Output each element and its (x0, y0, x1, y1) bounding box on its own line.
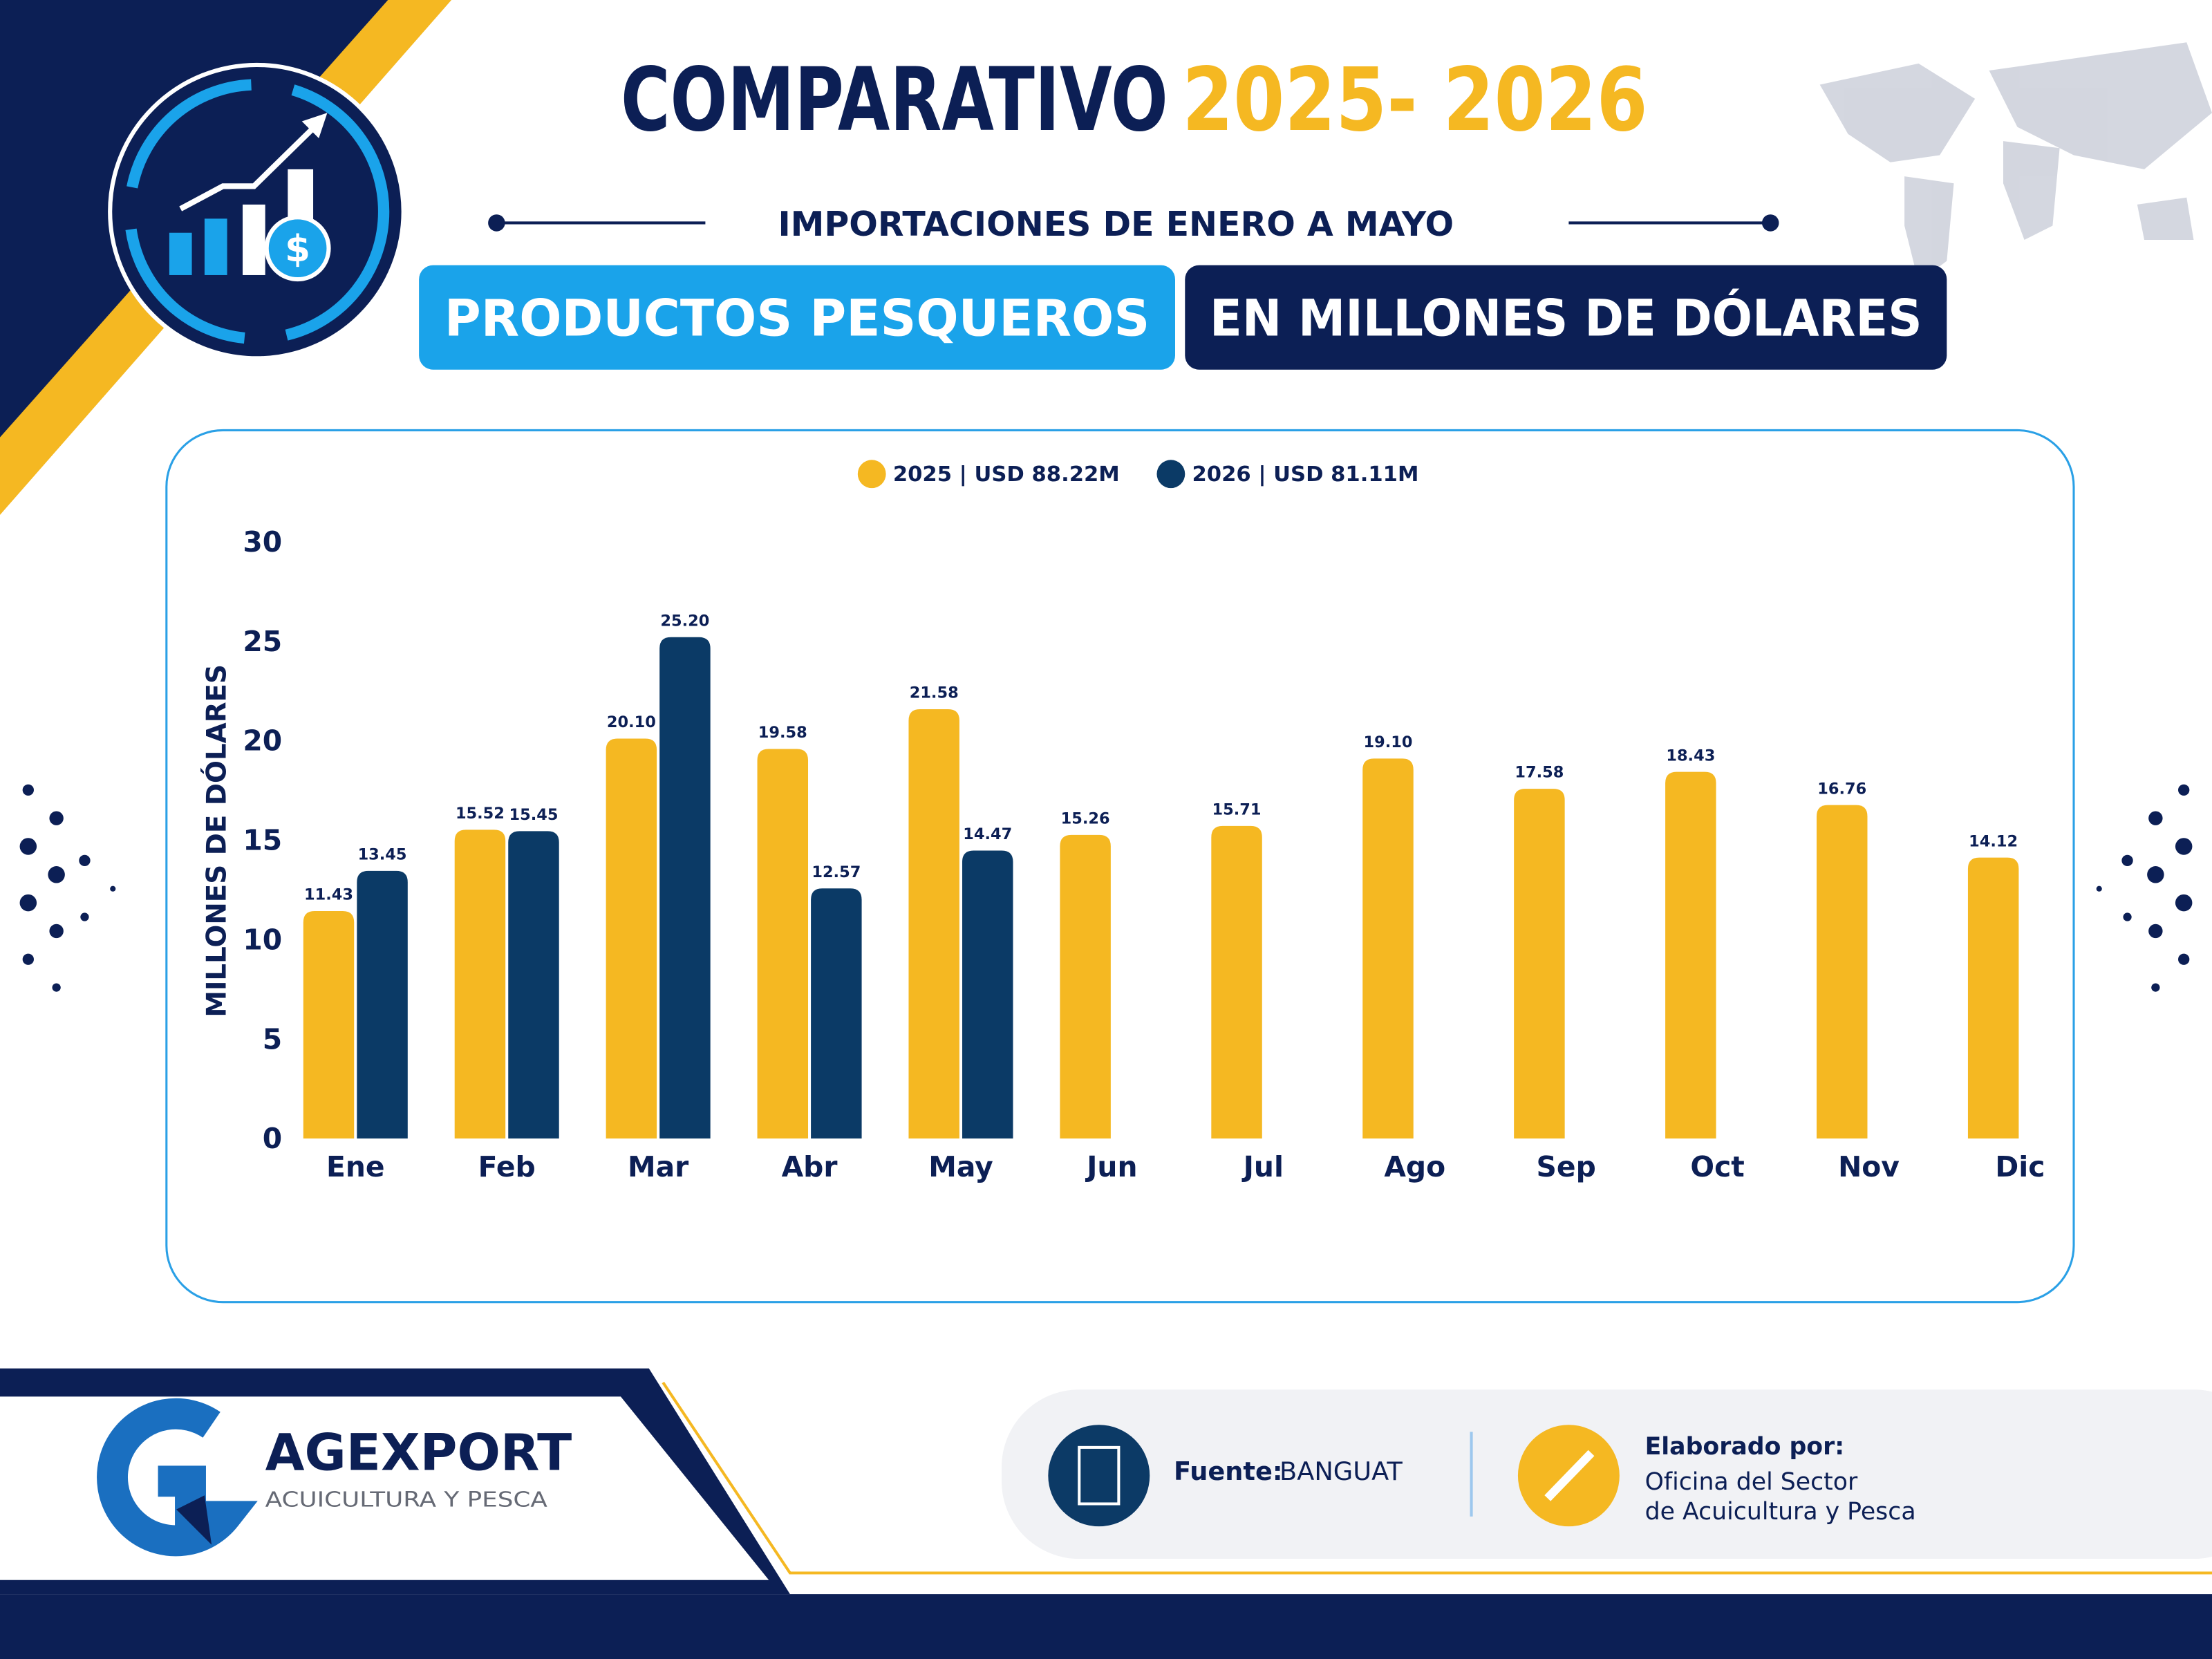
bar (1060, 834, 1111, 1138)
bar (811, 888, 862, 1138)
source-label: Fuente: (1174, 1456, 1283, 1486)
value-label: 15.71 (1212, 801, 1262, 819)
x-tick-label: Jun (1085, 1150, 1137, 1183)
value-label: 13.45 (358, 846, 407, 864)
logo-sub: ACUICULTURA Y PESCA (265, 1488, 547, 1512)
subtitle: IMPORTACIONES DE ENERO A MAYO (778, 205, 1454, 244)
x-tick-label: Nov (1838, 1150, 1900, 1183)
title-main: COMPARATIVO (621, 49, 1168, 151)
legend-label: 2026 | USD 81.11M (1192, 462, 1418, 487)
legend-marker (857, 460, 886, 489)
bar (659, 637, 711, 1138)
value-label: 14.12 (1969, 832, 2018, 850)
bar (357, 870, 408, 1138)
logo-mark (97, 1398, 258, 1557)
y-tick-label: 20 (243, 724, 282, 758)
dot-pattern-right (2096, 784, 2193, 992)
subtitle-dot (488, 214, 505, 232)
growth-icon: $ (108, 62, 406, 361)
bar (908, 709, 959, 1138)
source-icon-doc (1078, 1445, 1121, 1506)
bar (1211, 825, 1262, 1138)
value-label: 12.57 (812, 863, 861, 881)
x-tick-label: Ago (1384, 1150, 1445, 1183)
y-axis-label: MILLONES DE DÓLARES (200, 664, 233, 1018)
bar (303, 911, 355, 1138)
value-label: 11.43 (304, 886, 353, 904)
legend-label: 2025 | USD 88.22M (893, 462, 1120, 487)
footer-rule (662, 1381, 2212, 1575)
bar (757, 749, 809, 1138)
x-tick-label: Dic (1995, 1150, 2045, 1183)
value-label: 16.76 (1817, 780, 1866, 798)
icon-symbol: $ (285, 227, 310, 270)
value-label: 18.43 (1666, 747, 1715, 765)
x-tick-label: Abr (782, 1150, 838, 1183)
y-tick-label: 15 (243, 824, 282, 857)
chart-layer: 2025 | USD 88.22M 2026 | USD 81.11M 0 5 10 15… (243, 460, 2045, 1183)
legend-marker (1156, 460, 1185, 489)
value-label: 20.10 (607, 713, 656, 731)
credit-label: Elaborado por: (1645, 1433, 1845, 1461)
value-label: 15.52 (456, 805, 505, 823)
y-tick-label: 25 (243, 625, 282, 658)
value-label: 19.10 (1363, 733, 1412, 751)
dot-pattern-left (19, 784, 116, 992)
badge-right: EN MILLONES DE DÓLARES (1210, 289, 1922, 348)
value-label: 21.58 (910, 684, 959, 702)
credit-icon-pencil (1544, 1450, 1595, 1501)
value-label: 19.58 (758, 724, 807, 742)
world-map (1819, 42, 2212, 283)
badge-left: PRODUCTOS PESQUEROS (444, 290, 1150, 348)
bar (606, 738, 657, 1138)
source: BANGUAT (1280, 1456, 1403, 1486)
badge-right-bg (1185, 265, 1947, 370)
x-tick-label: Jul (1241, 1150, 1284, 1183)
x-tick-label: Mar (628, 1150, 688, 1183)
badge-left-bg (419, 265, 1175, 370)
x-tick-label: May (928, 1150, 993, 1183)
value-label: 17.58 (1515, 764, 1564, 782)
y-tick-label: 10 (243, 923, 282, 956)
bar (508, 831, 559, 1138)
y-tick-label: 5 (263, 1022, 282, 1056)
x-tick-label: Feb (478, 1150, 536, 1183)
bar (1362, 758, 1414, 1138)
y-tick-label: 30 (243, 525, 282, 559)
credit-line: Oficina del Sector (1645, 1468, 1858, 1496)
subtitle-dot (1761, 214, 1779, 232)
y-tick-label: 0 (263, 1122, 282, 1155)
x-tick-label: Ene (326, 1150, 385, 1183)
bar (454, 830, 506, 1138)
footer-band (0, 1594, 2212, 1659)
x-tick-label: Oct (1690, 1150, 1744, 1183)
x-tick-label: Sep (1537, 1150, 1596, 1183)
title-years: 2025- 2026 (1182, 49, 1647, 151)
bar (1817, 805, 1868, 1138)
value-label: 14.47 (963, 825, 1012, 843)
bar (1665, 771, 1716, 1138)
source-icon (1048, 1425, 1150, 1527)
value-label: 25.20 (660, 612, 709, 630)
value-label: 15.45 (509, 806, 558, 824)
bar (1967, 857, 2019, 1138)
value-label: 15.26 (1061, 809, 1110, 827)
credit-line: de Acuicultura y Pesca (1645, 1498, 1916, 1526)
bar (962, 850, 1013, 1138)
logo-name: AGEXPORT (265, 1424, 572, 1483)
bar (1514, 789, 1565, 1138)
